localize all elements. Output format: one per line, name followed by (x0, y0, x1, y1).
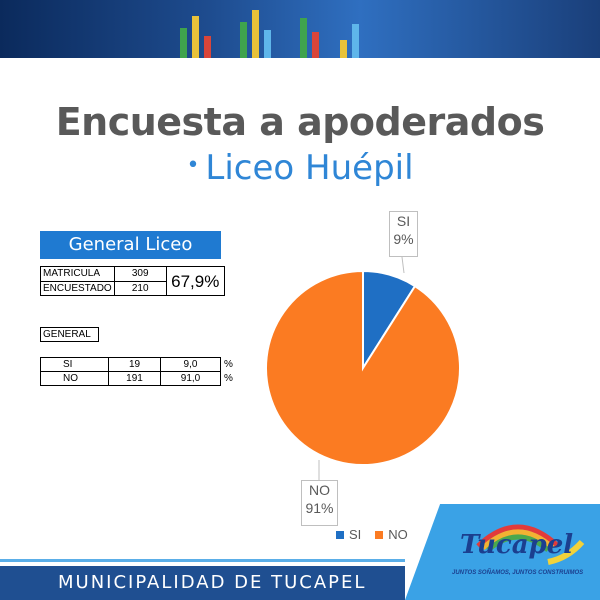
rainbow-icon (476, 524, 585, 565)
data-label-category: SI (396, 213, 411, 229)
data-label-category: NO (309, 482, 330, 498)
chart-legend: SI NO (336, 527, 408, 542)
footer-organization: MUNICIPALIDAD DE TUCAPEL (0, 566, 405, 600)
data-label-no: NO 91% (301, 480, 338, 526)
table-cell-count: 191 (108, 371, 161, 386)
table-cell-value: 210 (113, 280, 167, 296)
data-label-value: 9% (393, 231, 414, 247)
subtitle-text: Liceo Huépil (205, 148, 414, 188)
leader-line (401, 256, 405, 274)
table-cell-value: 309 (113, 266, 167, 282)
logo-tagline: JUNTOS SOÑAMOS, JUNTOS CONSTRUIMOS (452, 570, 584, 576)
table-row: MATRICULA 309 67,9% (40, 266, 225, 296)
data-label-value: 91% (305, 500, 334, 516)
summary-heading: General Liceo (40, 231, 221, 259)
pie-chart (265, 256, 461, 480)
table-cell-percent: 91,0 (160, 371, 221, 386)
logo-text: Tucapel (460, 530, 574, 560)
table-cell-count: 19 (108, 357, 161, 372)
legend-label: NO (388, 527, 408, 542)
data-label-si: SI 9% (389, 211, 418, 257)
pie-slice-no (265, 269, 461, 466)
legend-item: NO (375, 527, 408, 542)
table-cell-label: SI (40, 357, 109, 372)
footer-divider (0, 559, 405, 562)
bullet-icon: • (186, 153, 200, 178)
table-row: ENCUESTADO 210 (40, 280, 225, 296)
percent-unit: % (224, 359, 233, 370)
summary-table: MATRICULA 309 67,9% ENCUESTADO 210 (40, 266, 225, 296)
legend-item: SI (336, 527, 361, 542)
tucapel-logo: Tucapel JUNTOS SOÑAMOS, JUNTOS CONSTRUIM… (448, 512, 588, 592)
table-row: SI 19 9,0 % (40, 357, 236, 372)
percent-unit: % (224, 373, 233, 384)
response-rate: 67,9% (165, 266, 225, 296)
header-banner (0, 0, 600, 58)
legend-swatch (336, 530, 344, 539)
legend-swatch (375, 530, 384, 539)
page-subtitle: • Liceo Huépil (0, 148, 600, 188)
general-table: SI 19 9,0 % NO 191 91,0 % (40, 357, 236, 386)
table-cell-label: ENCUESTADO (40, 280, 115, 296)
table-cell-label: MATRICULA (40, 266, 115, 282)
page-title: Encuesta a apoderados (55, 100, 545, 144)
table-row: NO 191 91,0 % (40, 371, 236, 386)
legend-label: SI (349, 527, 362, 542)
general-label: GENERAL (40, 327, 99, 342)
table-cell-label: NO (40, 371, 109, 386)
table-cell-percent: 9,0 (160, 357, 221, 372)
